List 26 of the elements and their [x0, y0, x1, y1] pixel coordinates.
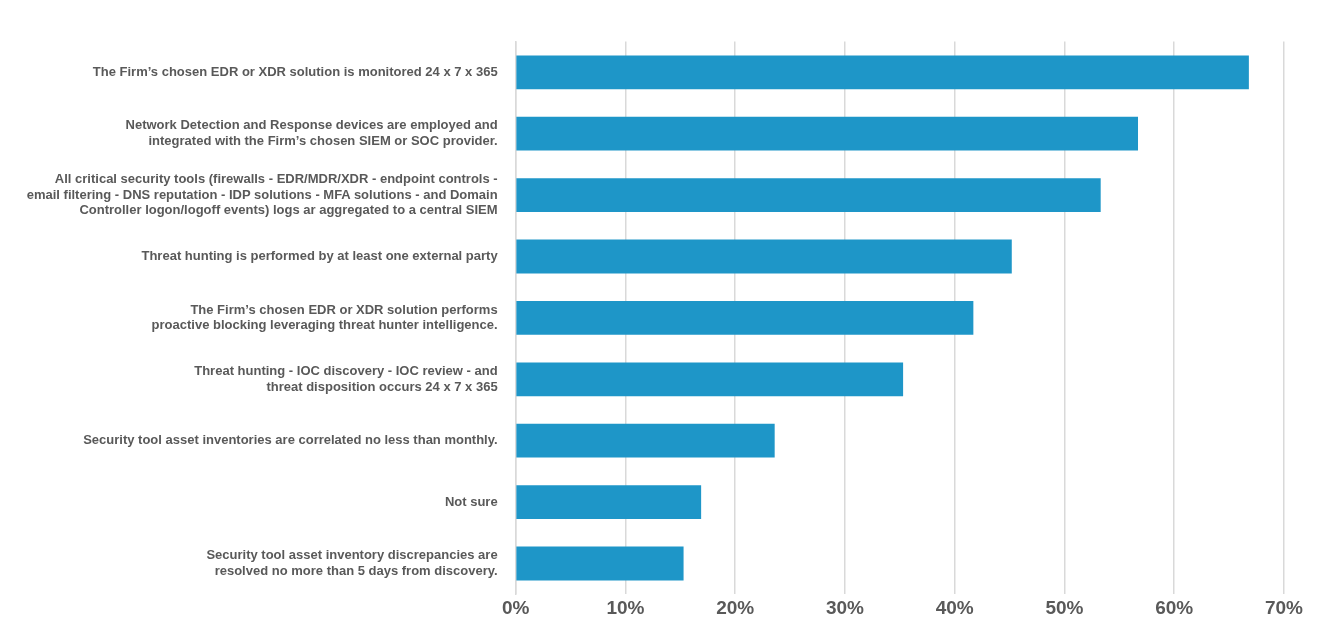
- x-tick-label: 0%: [501, 596, 530, 618]
- y-tick-label: Threat hunting is performed by at least one external party: [141, 248, 499, 264]
- y-tick-label: The Firm’s chosen EDR or XDR solution is monitored 24 x 7 x 365: [92, 63, 498, 79]
- x-tick-label: 50%: [1045, 596, 1084, 618]
- x-tick-label: 70%: [1264, 596, 1304, 618]
- x-tick-label: 10%: [606, 596, 645, 618]
- y-tick-label: Security tool asset inventory discrepancies are resolved no more than 5 days from discovery.: [206, 547, 498, 578]
- bar: [516, 239, 1012, 274]
- x-tick-label: 20%: [716, 596, 755, 618]
- x-tick-label: 40%: [935, 596, 974, 618]
- y-tick-label: All critical security tools (firewalls - EDR/MDR/XDR - endpoint controls - email filtering - DNS reputation - IDP solutions - MFA solutions - and Domain Controller logon/logoff events) logs ar aggregated to a central SIEM: [26, 171, 498, 218]
- bar: [516, 301, 974, 335]
- bar: [516, 546, 684, 581]
- y-tick-label: Threat hunting - IOC discovery - IOC review - and threat disposition occurs 24 x 7 x 365: [194, 363, 498, 394]
- bar: [516, 55, 1249, 90]
- y-tick-label: Security tool asset inventories are correlated no less than monthly.: [83, 432, 498, 448]
- y-tick-label: The Firm’s chosen EDR or XDR solution performs proactive blocking leveraging threat hunter intelligence.: [151, 301, 498, 333]
- bar: [516, 178, 1101, 212]
- bar: [516, 116, 1139, 151]
- x-tick-label: 60%: [1155, 596, 1194, 618]
- bar: [516, 485, 702, 519]
- x-tick-label: 30%: [825, 596, 865, 618]
- y-tick-label: Not sure: [444, 493, 498, 509]
- y-tick-label: Network Detection and Response devices are employed and integrated with the Firm’s chosen SIEM or SOC provider.: [125, 117, 498, 149]
- bar: [516, 362, 904, 397]
- bar: [516, 423, 775, 458]
